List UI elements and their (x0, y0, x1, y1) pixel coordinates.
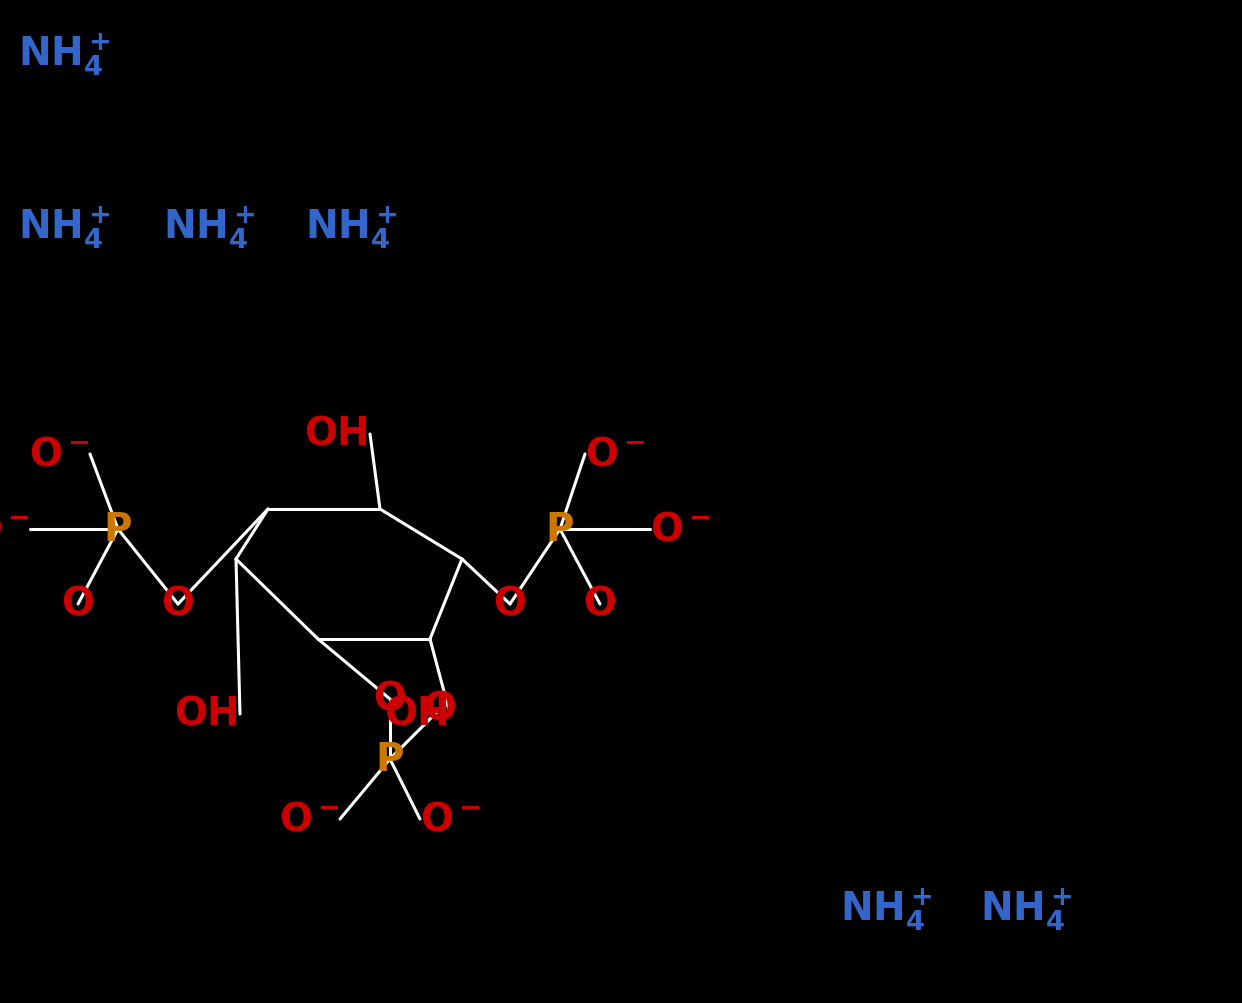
Text: P: P (104, 511, 132, 549)
Text: P: P (545, 511, 574, 549)
Text: O: O (584, 586, 616, 624)
Text: O: O (62, 586, 94, 624)
Text: $\mathregular{O^-}$: $\mathregular{O^-}$ (420, 800, 481, 839)
Text: $\mathregular{NH_4^+}$: $\mathregular{NH_4^+}$ (163, 205, 256, 251)
Text: $\mathregular{NH_4^+}$: $\mathregular{NH_4^+}$ (17, 205, 111, 251)
Text: $\mathregular{O^-}$: $\mathregular{O^-}$ (0, 511, 30, 549)
Text: $\mathregular{NH_4^+}$: $\mathregular{NH_4^+}$ (306, 205, 397, 251)
Text: O: O (161, 586, 195, 624)
Text: O: O (374, 680, 406, 718)
Text: $\mathregular{O^-}$: $\mathregular{O^-}$ (650, 511, 710, 549)
Text: $\mathregular{NH_4^+}$: $\mathregular{NH_4^+}$ (17, 32, 111, 78)
Text: $\mathregular{O^-}$: $\mathregular{O^-}$ (279, 800, 340, 839)
Text: $\mathregular{O^-}$: $\mathregular{O^-}$ (30, 435, 89, 473)
Text: P: P (376, 740, 404, 778)
Text: $\mathregular{NH_4^+}$: $\mathregular{NH_4^+}$ (840, 886, 933, 933)
Text: O: O (424, 690, 457, 728)
Text: O: O (493, 586, 527, 624)
Text: OH: OH (174, 695, 240, 733)
Text: $\mathregular{NH_4^+}$: $\mathregular{NH_4^+}$ (980, 886, 1073, 933)
Text: $\mathregular{O^-}$: $\mathregular{O^-}$ (585, 435, 646, 473)
Text: OH: OH (304, 415, 370, 453)
Text: OH: OH (384, 695, 450, 733)
